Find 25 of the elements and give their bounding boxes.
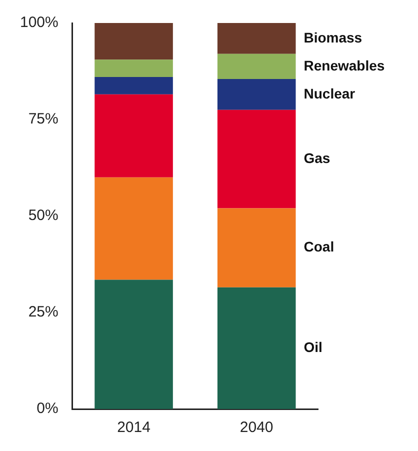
bar <box>217 54 296 79</box>
y-tick-label: 25% <box>28 304 58 321</box>
series-label: Biomass <box>304 29 362 46</box>
bar <box>94 177 173 280</box>
bar <box>217 110 296 208</box>
series-label: Renewables <box>304 57 385 74</box>
y-tick-label: 50% <box>28 207 58 224</box>
series-label: Oil <box>304 339 322 356</box>
series-label: Gas <box>304 150 330 166</box>
bar <box>217 287 296 409</box>
y-tick-label: 75% <box>28 110 58 128</box>
y-tick-label: 0% <box>36 400 58 418</box>
bar <box>217 78 296 110</box>
bar <box>94 280 173 409</box>
series-label: Coal <box>304 238 334 255</box>
bar <box>217 23 296 54</box>
bar <box>94 77 173 94</box>
bar <box>217 208 296 288</box>
bar <box>94 60 173 78</box>
y-tick-label: 100% <box>20 14 58 32</box>
x-tick-label: 2014 <box>117 419 150 436</box>
bar <box>94 23 173 60</box>
x-tick-label: 2040 <box>240 419 274 436</box>
bar <box>94 94 173 178</box>
series-label: Nuclear <box>304 85 356 102</box>
